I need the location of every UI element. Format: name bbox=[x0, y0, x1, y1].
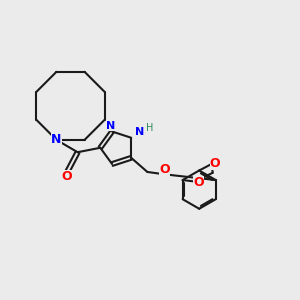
Text: O: O bbox=[61, 170, 72, 183]
Text: N: N bbox=[51, 133, 62, 146]
Text: O: O bbox=[210, 157, 220, 170]
Text: O: O bbox=[159, 163, 170, 176]
Text: H: H bbox=[146, 123, 153, 133]
Text: N: N bbox=[106, 121, 115, 131]
Text: N: N bbox=[135, 128, 144, 137]
Text: O: O bbox=[193, 176, 204, 189]
